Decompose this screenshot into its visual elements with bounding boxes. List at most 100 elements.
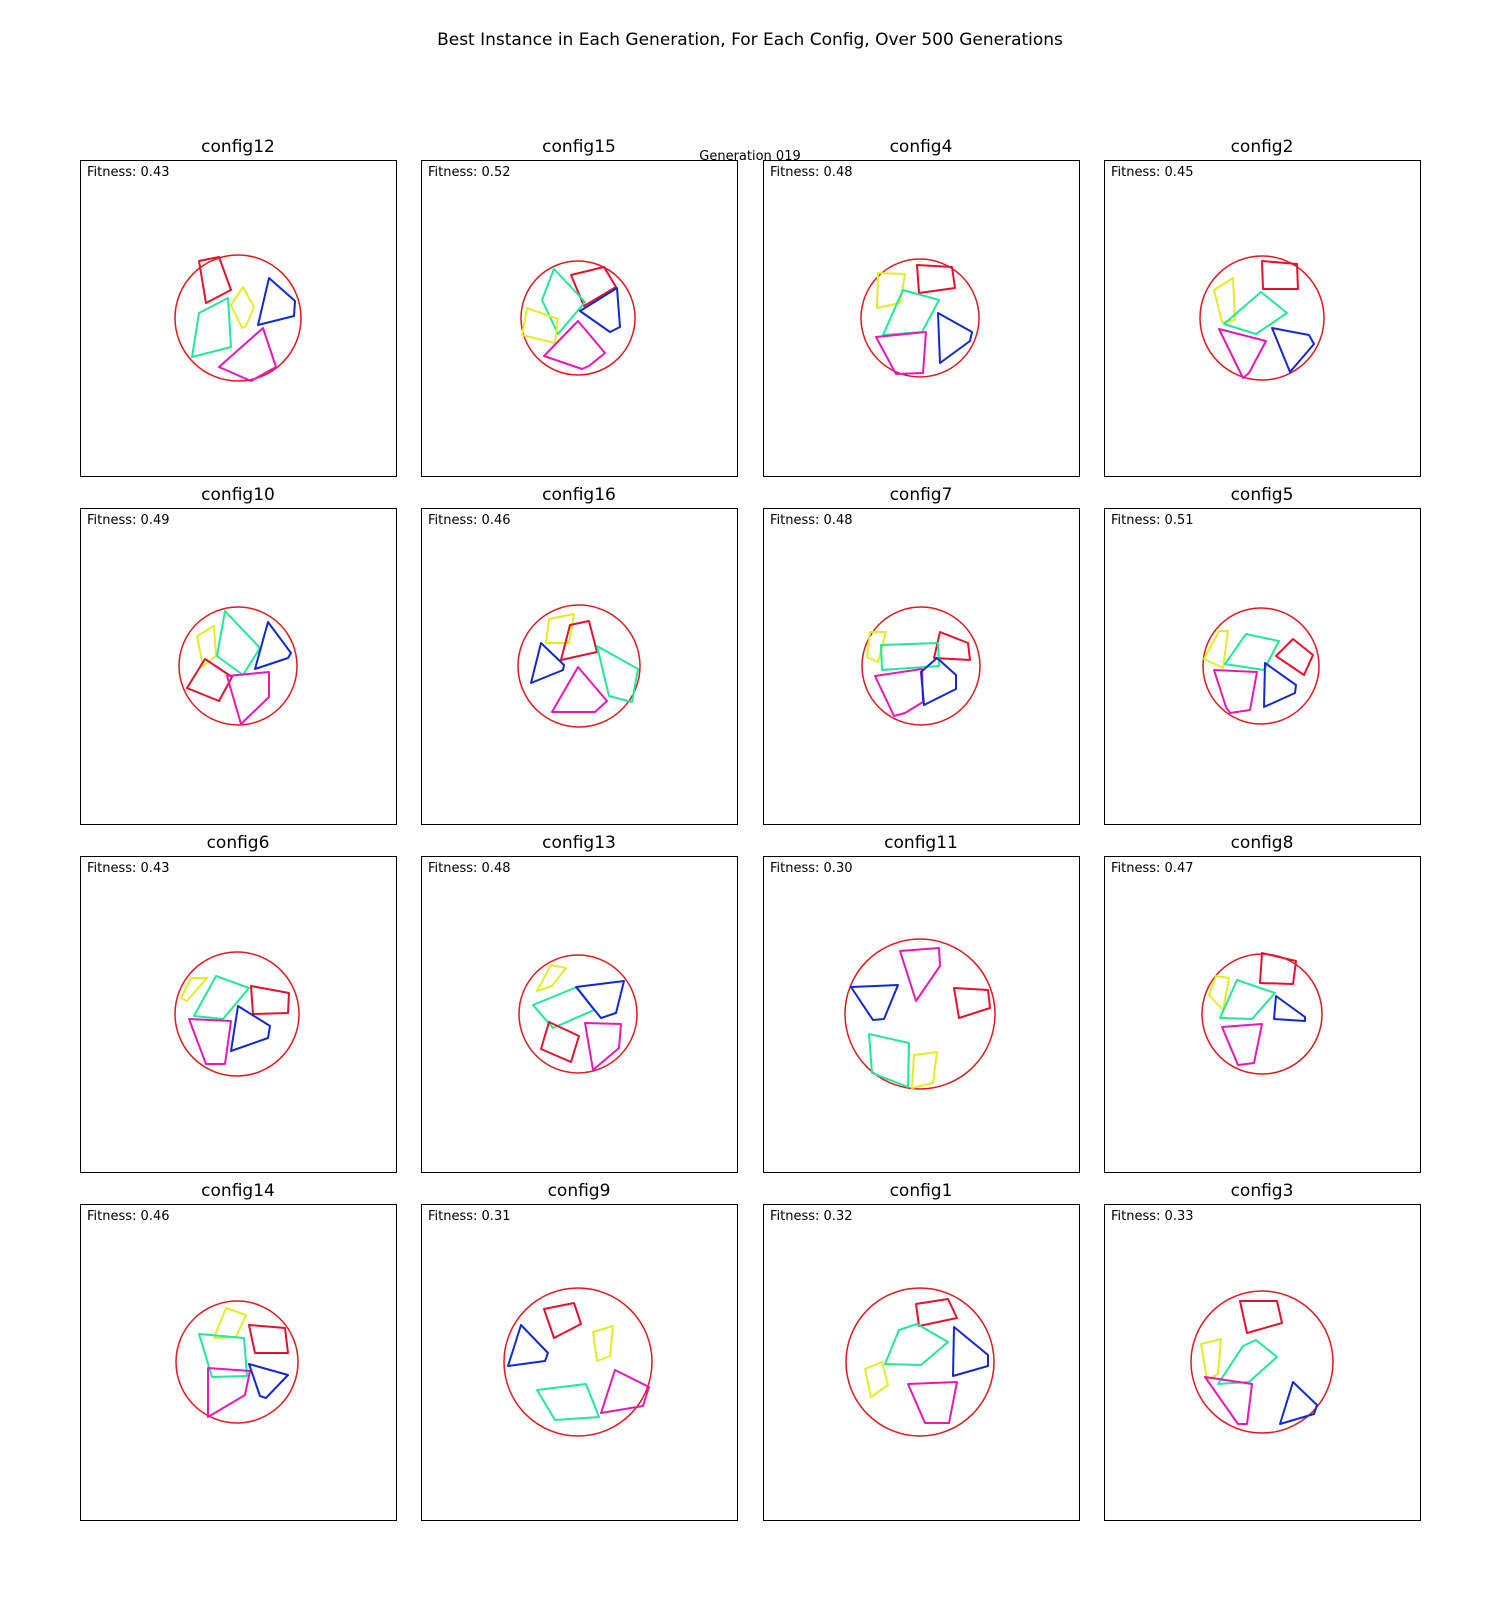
red-polygon (540, 1021, 580, 1063)
blue-polygon (575, 980, 625, 1019)
container-circle (174, 254, 302, 382)
blue-polygon (952, 1326, 989, 1377)
panel-frame (1104, 508, 1421, 825)
blue-polygon (850, 984, 899, 1021)
blue-polygon (257, 277, 296, 326)
green-polygon (193, 975, 250, 1020)
blue-polygon (230, 1005, 271, 1052)
blue-polygon (937, 312, 973, 364)
blue-polygon (1263, 662, 1297, 708)
yellow-polygon (592, 1325, 614, 1362)
fitness-label: Fitness: 0.48 (770, 165, 852, 180)
panel-config16: config16 Fitness: 0.46 (421, 485, 738, 825)
panel-frame (421, 160, 738, 477)
magenta-polygon (584, 1022, 622, 1071)
green-polygon (1223, 291, 1288, 335)
magenta-polygon (207, 1367, 251, 1418)
figure-title: Best Instance in Each Generation, For Ea… (437, 30, 1063, 50)
container-circle (517, 604, 641, 728)
red-polygon (560, 620, 598, 661)
magenta-polygon (543, 320, 606, 370)
green-polygon (1219, 979, 1276, 1020)
yellow-polygon (1203, 630, 1229, 669)
fitness-label: Fitness: 0.43 (87, 861, 169, 876)
panel-title: config7 (890, 485, 953, 505)
green-polygon (1224, 633, 1280, 671)
magenta-polygon (1218, 328, 1267, 379)
panel-config7: config7 Fitness: 0.48 (763, 485, 1080, 825)
yellow-polygon (230, 286, 255, 329)
panel-config14: config14 Fitness: 0.46 (80, 1181, 397, 1521)
red-polygon (250, 985, 290, 1015)
yellow-polygon (545, 613, 575, 644)
panel-config10: config10 Fitness: 0.49 (80, 485, 397, 825)
container-circle (175, 1300, 299, 1424)
green-polygon (596, 645, 639, 703)
green-polygon (536, 1383, 600, 1421)
panel-title: config4 (890, 137, 953, 157)
fitness-label: Fitness: 0.47 (1111, 861, 1193, 876)
container-circle (1190, 1290, 1334, 1434)
panel-frame (763, 856, 1080, 1173)
magenta-polygon (1213, 669, 1258, 714)
fitness-label: Fitness: 0.51 (1111, 513, 1193, 528)
magenta-polygon (551, 666, 608, 713)
blue-polygon (1279, 1381, 1318, 1425)
fitness-label: Fitness: 0.31 (428, 1209, 510, 1224)
panel-title: config12 (201, 137, 275, 157)
container-circle (1199, 255, 1325, 381)
panel-title: config6 (207, 833, 270, 853)
blue-polygon (920, 657, 957, 706)
panel-frame (1104, 160, 1421, 477)
container-circle (174, 951, 300, 1077)
green-polygon (1217, 1339, 1278, 1385)
panel-config8: config8 Fitness: 0.47 (1104, 833, 1421, 1173)
blue-polygon (530, 642, 565, 684)
panel-title: config15 (542, 137, 616, 157)
magenta-polygon (600, 1369, 650, 1414)
fitness-label: Fitness: 0.33 (1111, 1209, 1193, 1224)
panel-title: config11 (884, 833, 958, 853)
green-polygon (884, 1323, 949, 1366)
red-polygon (1259, 952, 1297, 985)
green-polygon (198, 1333, 248, 1378)
yellow-polygon (866, 631, 887, 663)
yellow-polygon (911, 1051, 938, 1089)
yellow-polygon (1208, 975, 1230, 1011)
panel-title: config16 (542, 485, 616, 505)
red-polygon (915, 1298, 958, 1327)
magenta-polygon (1221, 1023, 1263, 1066)
panel-frame (763, 1204, 1080, 1521)
green-polygon (541, 268, 586, 335)
panel-config2: config2 Fitness: 0.45 (1104, 137, 1421, 477)
panel-title: config13 (542, 833, 616, 853)
magenta-polygon (907, 1381, 958, 1424)
blue-polygon (579, 287, 621, 333)
container-circle (860, 258, 980, 378)
panel-grid: config12 Fitness: 0.43 config15 Fitness: 0.… (80, 137, 1421, 1521)
fitness-label: Fitness: 0.46 (428, 513, 510, 528)
red-polygon (248, 1324, 289, 1354)
container-circle (861, 606, 981, 726)
panel-title: config14 (201, 1181, 275, 1201)
green-polygon (880, 642, 940, 671)
red-polygon (1275, 638, 1314, 676)
generation-label: Generation 019 (699, 149, 800, 164)
container-circle (845, 1287, 995, 1437)
red-polygon (916, 264, 956, 294)
container-circle (520, 260, 636, 376)
container-circle (518, 954, 638, 1074)
panel-config13: config13 Fitness: 0.48 (421, 833, 738, 1173)
magenta-polygon (226, 671, 270, 725)
panel-frame (421, 508, 738, 825)
fitness-label: Fitness: 0.48 (770, 513, 852, 528)
panel-config15: config15 Fitness: 0.52 (421, 137, 738, 477)
panel-frame (421, 856, 738, 1173)
panel-config9: config9 Fitness: 0.31 (421, 1181, 738, 1521)
yellow-polygon (180, 977, 208, 1002)
yellow-polygon (876, 272, 906, 309)
panel-config5: config5 Fitness: 0.51 (1104, 485, 1421, 825)
red-polygon (953, 987, 991, 1019)
yellow-polygon (521, 307, 559, 344)
